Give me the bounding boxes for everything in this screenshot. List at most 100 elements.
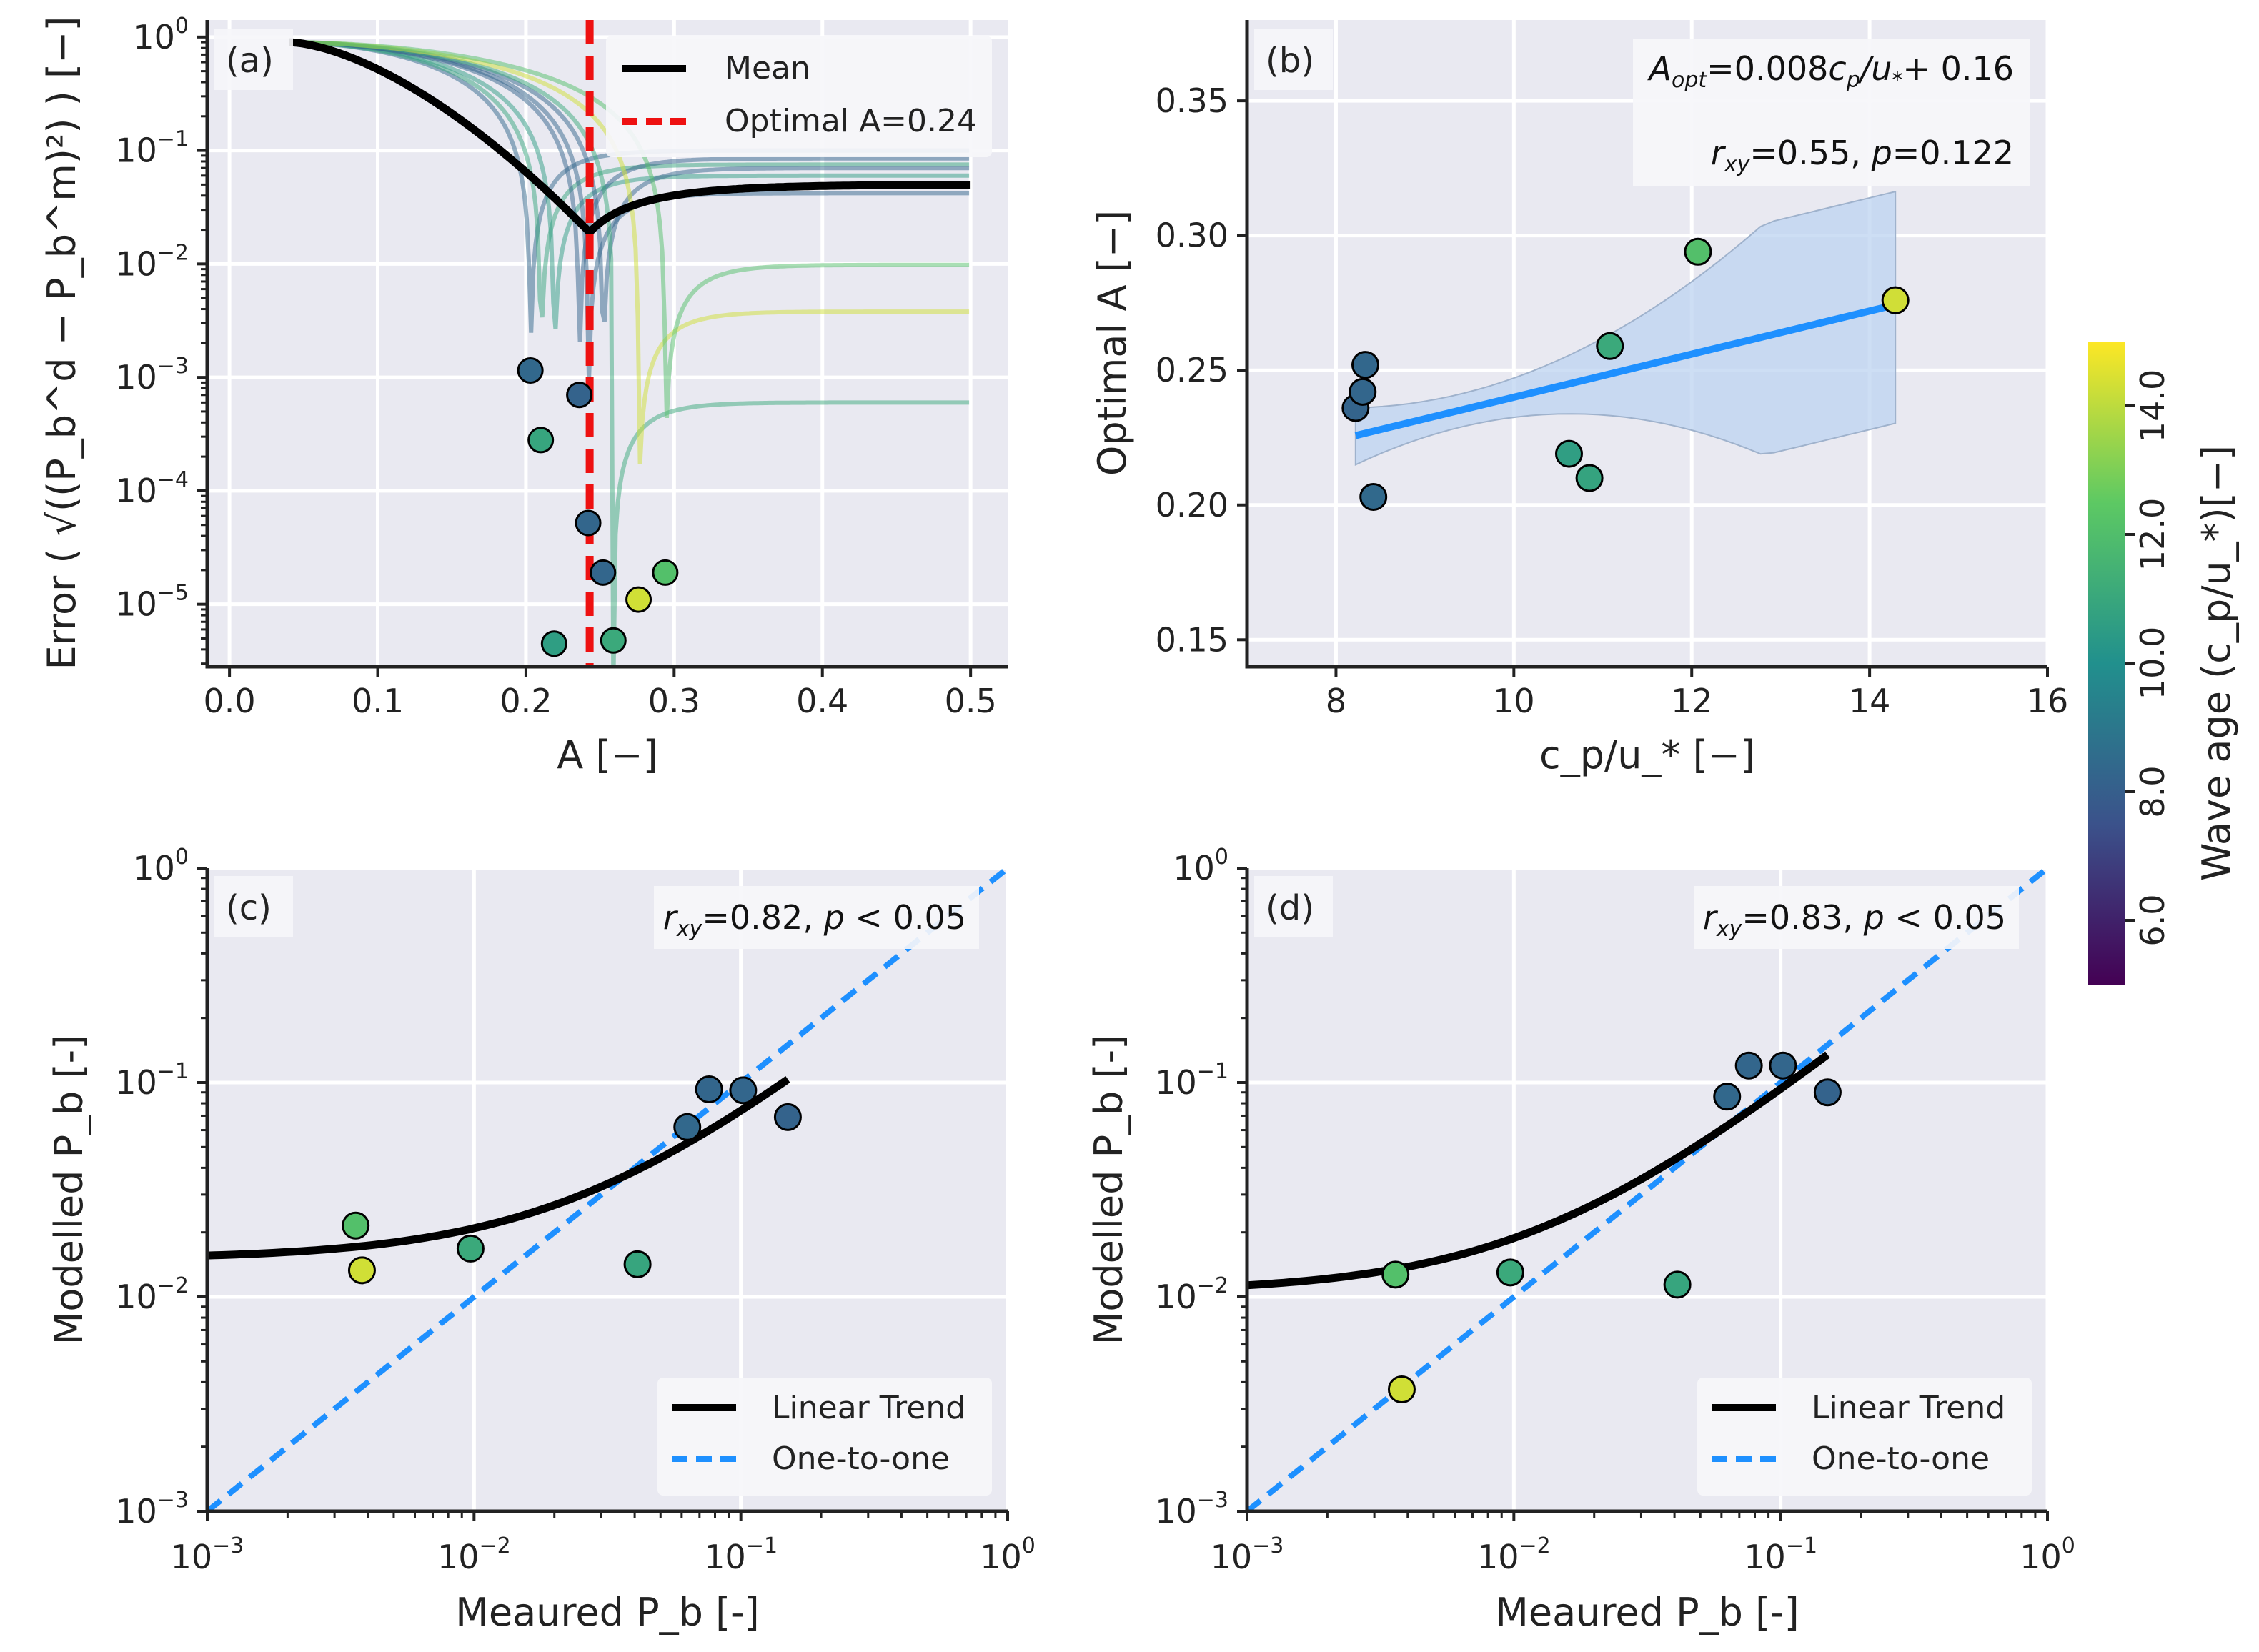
panel-d-legend: Linear Trend One-to-one (1697, 1378, 2032, 1496)
legend-d-trend-label: Linear Trend (1812, 1390, 2005, 1426)
minimum-point-6 (600, 627, 627, 654)
panel-d-ylabel: Modelled P_b [-] (1086, 1035, 1131, 1345)
legend-c-onetoone-label: One-to-one (772, 1440, 950, 1477)
panel-d-correlation: rxy=0.83, p < 0.05 (1703, 898, 2006, 942)
panel-a-curves (288, 20, 971, 667)
colorbar-tick-label: 8.0 (2133, 765, 2172, 817)
y-tick-label: 100 (133, 14, 189, 56)
minimum-point-4 (575, 509, 602, 537)
panel-a-ylabel: Error ( √((P_b^d − P_b^m)²) ) [−] (39, 16, 84, 670)
optimal-a-point-2 (1351, 351, 1380, 379)
colorbar-tick-label: 12.0 (2133, 498, 2172, 571)
minimum-point-3 (566, 382, 593, 409)
legend-a-frame (606, 36, 992, 157)
pb-point-1 (1387, 1375, 1416, 1404)
panel-c-correlation: rxy=0.82, p < 0.05 (663, 898, 966, 942)
mean-curve (288, 38, 971, 235)
legend-c-trend-label: Linear Trend (772, 1390, 965, 1426)
colorbar-tick-label: 6.0 (2133, 894, 2172, 946)
minimum-point-0 (517, 357, 544, 384)
x-tick-label: 14 (1849, 682, 1891, 720)
panel-d-points (1381, 1051, 1842, 1404)
pb-point-5 (695, 1075, 723, 1103)
x-tick-label: 10−1 (1744, 1533, 1817, 1576)
panel-d-xlabel: Meaured P_b [-] (1495, 1590, 1799, 1635)
panel-b-ticks: 8 10 12 14 16 0.15 0.20 0.25 0.30 0.35 (1156, 81, 2069, 720)
panel-b-label-box (1254, 29, 1333, 90)
y-tick-label: 10−3 (1155, 1488, 1228, 1531)
pb-point-0 (342, 1211, 370, 1240)
panel-c-legend: Linear Trend One-to-one (657, 1378, 992, 1496)
y-tick-label: 10−2 (115, 240, 189, 283)
optimal-a-point-8 (1881, 286, 1910, 314)
x-tick-label: 10−2 (437, 1533, 511, 1576)
pb-point-7 (1813, 1078, 1842, 1107)
linear-trend-line (1247, 1051, 1830, 1290)
panel-a-spines (205, 20, 1008, 669)
panel-a-label: (a) (226, 41, 274, 81)
y-tick-label: 10−1 (115, 1059, 189, 1102)
y-tick-label: 10−1 (115, 127, 189, 170)
colorbar-tick-label: 14.0 (2133, 369, 2172, 442)
x-tick-label: 0.5 (945, 682, 997, 720)
y-tick-label: 10−4 (115, 467, 189, 510)
x-tick-label: 100 (2020, 1533, 2075, 1576)
panel-c-ylabel: Modelled P_b [-] (46, 1035, 91, 1345)
x-tick-label: 10−3 (171, 1533, 244, 1576)
panel-b-correlation: rxy=0.55, p=0.122 (1711, 134, 2014, 177)
y-tick-label: 10−3 (115, 1488, 189, 1531)
x-tick-label: 16 (2027, 682, 2069, 720)
one-to-one-line (207, 868, 1008, 1511)
pb-point-0 (1381, 1260, 1410, 1289)
panel-a-xlabel: A [−] (557, 732, 658, 777)
panel-c-ticks: 10−3 10−2 10−1 100 10−3 10−2 10−1 100 (115, 845, 1036, 1576)
panel-d-lines (1247, 868, 2047, 1511)
one-to-one-line (1247, 868, 2047, 1511)
x-tick-label: 10−2 (1477, 1533, 1551, 1576)
panel-b-label: (b) (1266, 41, 1314, 81)
optimal-a-point-5 (1575, 464, 1604, 492)
panel-b-equation: Aopt=0.008cp/u*+ 0.16 (1647, 49, 2014, 93)
panel-a-label-box (214, 29, 293, 90)
x-tick-label: 0.2 (500, 682, 552, 720)
y-tick-label: 100 (133, 845, 189, 887)
y-tick-label: 0.30 (1156, 217, 1228, 255)
panel-d-ticks: 10−3 10−2 10−1 100 10−3 10−2 10−1 100 (1155, 845, 2075, 1576)
x-tick-label: 10−1 (704, 1533, 778, 1576)
minimum-point-2 (540, 630, 567, 657)
pb-point-5 (1734, 1051, 1763, 1080)
legend-d-frame (1697, 1378, 2032, 1496)
panel-d-grid (1245, 866, 2050, 1513)
panel-c-label: (c) (226, 888, 272, 928)
panel-c-annotation-box (654, 886, 979, 949)
panel-c-points (342, 1075, 802, 1285)
x-tick-label: 0.1 (352, 682, 404, 720)
panel-b-points (1341, 237, 1910, 511)
panel-d-annotation-box (1694, 886, 2019, 949)
y-tick-label: 10−2 (1155, 1273, 1228, 1316)
colorbar-tick-label: 10.0 (2133, 627, 2172, 700)
pb-point-2 (1496, 1258, 1524, 1287)
colorbar-label: Wave age (c_p/u_*)[−] (2194, 445, 2239, 881)
colorbar: 6.0 8.0 10.0 12.0 14.0 Wave age (c_p/u_*)[−] (2088, 342, 2239, 985)
fit-line (1354, 301, 1897, 439)
pb-point-7 (773, 1103, 802, 1131)
y-tick-label: 0.20 (1156, 486, 1228, 524)
x-tick-label: 100 (980, 1533, 1036, 1576)
y-tick-label: 100 (1173, 845, 1228, 887)
panel-b-annotation-box (1633, 39, 2030, 186)
pb-point-1 (347, 1256, 376, 1285)
pb-point-6 (1769, 1051, 1797, 1080)
panel-a-ticks: 0.0 0.1 0.2 0.3 0.4 0.5 100 10−1 10−2 10−3 10−4 10−… (115, 14, 997, 720)
y-tick-label: 10−5 (115, 581, 189, 624)
panel-b-confidence-band (1354, 190, 1897, 466)
panel-c: 10−3 10−2 10−1 100 10−3 10−2 10−1 100 (c) rxy=0… (46, 845, 1036, 1635)
panel-d-label: (d) (1266, 888, 1314, 928)
panel-b: 8 10 12 14 16 0.15 0.20 0.25 0.30 0.35 (b) Aopt=0… (1090, 20, 2068, 777)
minimum-point-5 (590, 559, 617, 586)
x-tick-label: 0.4 (796, 682, 848, 720)
pb-point-4 (673, 1113, 702, 1141)
x-tick-label: 0.3 (648, 682, 700, 720)
colorbar-gradient (2088, 342, 2125, 985)
